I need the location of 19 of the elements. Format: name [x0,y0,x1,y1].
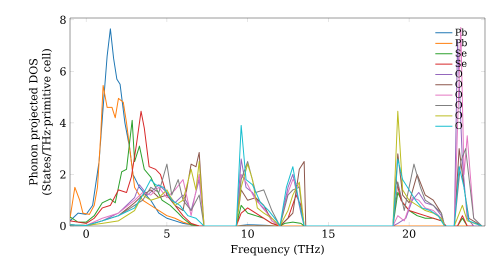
x-axis-title: Frequency (THz) [230,244,324,256]
legend-label: O [455,101,462,108]
y-tick-label: 8 [60,16,66,24]
legend-label: O [455,122,462,130]
x-tick-label: 20 [402,230,416,238]
y-tick-label: 6 [60,67,66,76]
legend-label: Pb [455,28,467,36]
legend-label: O [455,90,462,98]
x-tick-label: 10 [242,230,254,238]
y-axis-title: Phonon projected DOS (States/THz·primitive cell) [28,49,53,195]
y-tick-label: 0 [60,222,66,230]
x-tick-label: 5 [164,230,170,238]
x-tick-label: 0 [83,230,89,238]
legend-label: O [455,80,462,88]
y-tick-label: 2 [60,170,66,179]
y-tick-label: 4 [60,118,66,127]
legend-label: O [455,70,462,78]
legend-label: O [455,112,462,119]
x-tick-label: 15 [322,230,335,238]
